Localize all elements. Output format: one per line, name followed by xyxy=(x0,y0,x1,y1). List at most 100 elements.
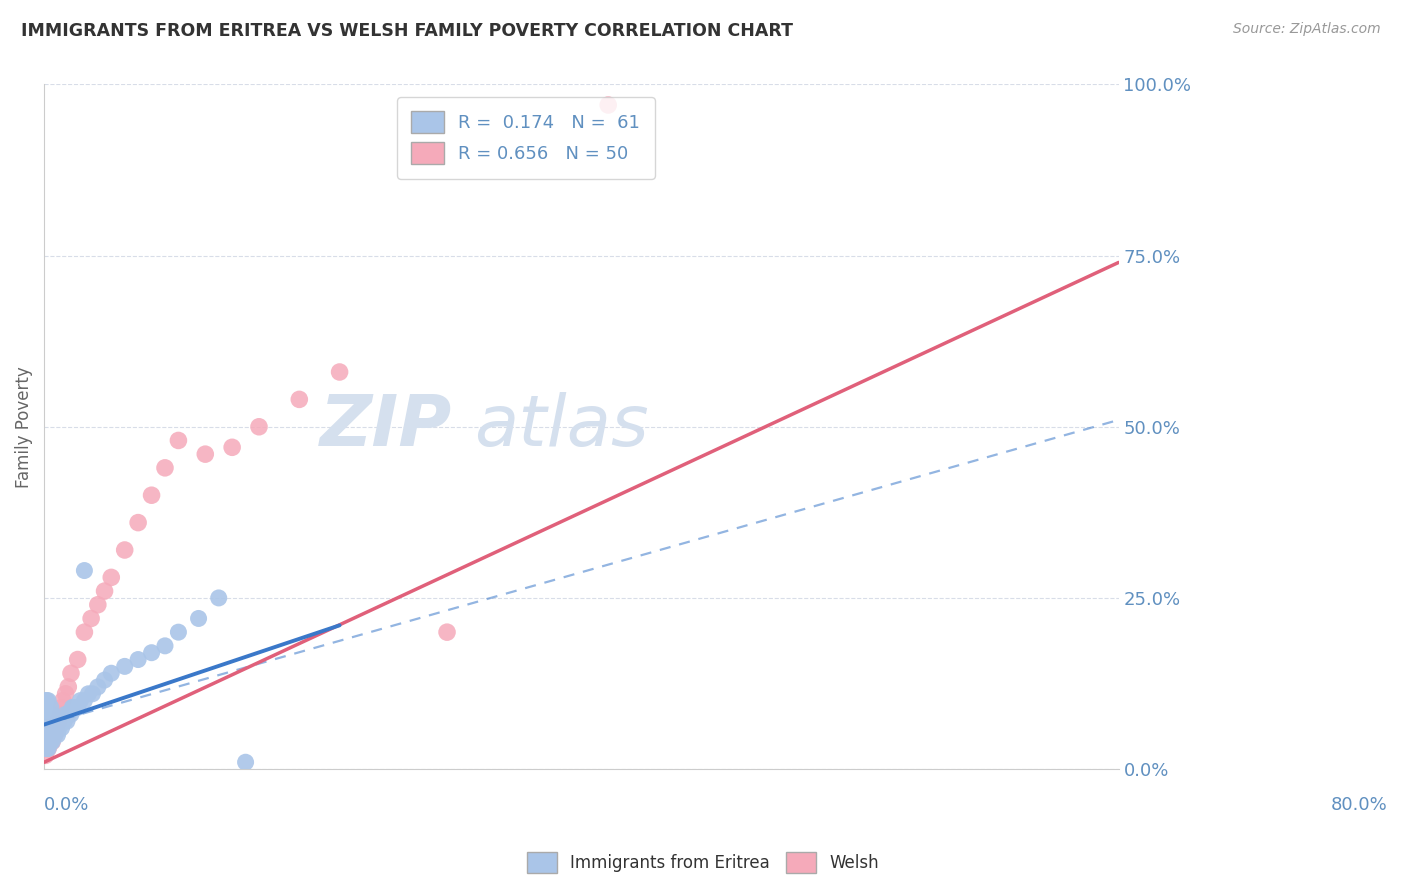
Point xyxy=(42,728,65,742)
Point xyxy=(34,748,56,763)
Point xyxy=(37,735,59,749)
Point xyxy=(127,652,149,666)
Text: ZIP: ZIP xyxy=(321,392,453,461)
Point xyxy=(153,460,176,475)
Point xyxy=(167,625,190,640)
Point xyxy=(44,728,66,742)
Point xyxy=(35,728,58,742)
Legend: R =  0.174   N =  61, R = 0.656   N = 50: R = 0.174 N = 61, R = 0.656 N = 50 xyxy=(396,97,655,179)
Point xyxy=(100,666,122,681)
Point xyxy=(73,564,96,578)
Point xyxy=(37,728,59,742)
Point xyxy=(35,721,58,735)
Point xyxy=(39,735,62,749)
Point xyxy=(56,714,79,728)
Point xyxy=(39,728,62,742)
Point xyxy=(35,728,58,742)
Point xyxy=(37,693,59,707)
Point xyxy=(48,721,70,735)
Point xyxy=(37,707,59,722)
Point xyxy=(46,728,69,742)
Point xyxy=(35,735,58,749)
Point xyxy=(42,714,65,728)
Point xyxy=(34,728,56,742)
Point xyxy=(87,680,110,694)
Point xyxy=(55,707,77,722)
Point xyxy=(35,707,58,722)
Point xyxy=(59,707,82,722)
Point xyxy=(41,728,63,742)
Text: Source: ZipAtlas.com: Source: ZipAtlas.com xyxy=(1233,22,1381,37)
Point xyxy=(51,721,73,735)
Text: 0.0%: 0.0% xyxy=(44,797,90,814)
Point xyxy=(62,700,84,714)
Point xyxy=(38,721,60,735)
Point xyxy=(44,728,66,742)
Point xyxy=(39,721,62,735)
Point xyxy=(141,646,163,660)
Point xyxy=(35,741,58,756)
Point xyxy=(41,735,63,749)
Point xyxy=(208,591,231,605)
Point xyxy=(46,714,69,728)
Text: IMMIGRANTS FROM ERITREA VS WELSH FAMILY POVERTY CORRELATION CHART: IMMIGRANTS FROM ERITREA VS WELSH FAMILY … xyxy=(21,22,793,40)
Point xyxy=(38,735,60,749)
Point xyxy=(48,714,70,728)
Point xyxy=(41,721,63,735)
Point xyxy=(39,714,62,728)
Point xyxy=(49,707,72,722)
Point xyxy=(34,741,56,756)
Point xyxy=(60,700,83,714)
Point xyxy=(45,721,67,735)
Text: atlas: atlas xyxy=(474,392,648,461)
Point xyxy=(66,700,89,714)
Point xyxy=(34,741,56,756)
Point xyxy=(42,728,65,742)
Point xyxy=(73,693,96,707)
Point xyxy=(187,611,209,625)
Point xyxy=(45,721,67,735)
Point xyxy=(55,687,77,701)
Point xyxy=(49,714,72,728)
Point xyxy=(44,721,66,735)
Point xyxy=(127,516,149,530)
Point xyxy=(100,570,122,584)
Point xyxy=(52,693,75,707)
Point xyxy=(35,741,58,756)
Point xyxy=(598,98,620,112)
Point xyxy=(38,735,60,749)
Point xyxy=(39,735,62,749)
Text: 80.0%: 80.0% xyxy=(1330,797,1388,814)
Point xyxy=(58,707,80,722)
Point xyxy=(35,721,58,735)
Point xyxy=(69,693,91,707)
Point xyxy=(141,488,163,502)
Point xyxy=(235,756,257,770)
Point xyxy=(35,700,58,714)
Point xyxy=(73,625,96,640)
Point xyxy=(41,707,63,722)
Point xyxy=(247,419,270,434)
Point xyxy=(42,721,65,735)
Point xyxy=(114,543,136,558)
Point xyxy=(37,721,59,735)
Point xyxy=(34,693,56,707)
Point xyxy=(288,392,311,407)
Point xyxy=(221,440,243,454)
Point xyxy=(58,680,80,694)
Point xyxy=(38,728,60,742)
Point xyxy=(51,700,73,714)
Point xyxy=(38,721,60,735)
Point xyxy=(37,741,59,756)
Point xyxy=(87,598,110,612)
Point xyxy=(93,673,115,687)
Point xyxy=(80,611,103,625)
Point xyxy=(34,714,56,728)
Point xyxy=(44,714,66,728)
Point xyxy=(39,700,62,714)
Point xyxy=(35,693,58,707)
Point xyxy=(82,687,104,701)
Point xyxy=(153,639,176,653)
Legend: Immigrants from Eritrea, Welsh: Immigrants from Eritrea, Welsh xyxy=(520,846,886,880)
Point xyxy=(66,652,89,666)
